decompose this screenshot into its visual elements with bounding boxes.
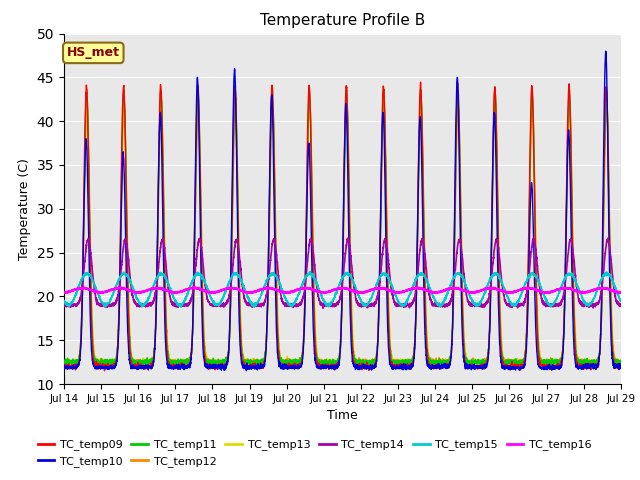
TC_temp11: [397, 360, 404, 365]
TC_temp09: [180, 363, 188, 369]
TC_temp13: [178, 364, 186, 370]
TC_temp14: [179, 302, 187, 308]
TC_temp11: [215, 364, 223, 370]
TC_temp10: [179, 364, 187, 370]
TC_temp16: [60, 289, 68, 295]
TC_temp14: [397, 302, 404, 308]
Line: TC_temp13: TC_temp13: [64, 106, 621, 367]
TC_temp11: [617, 359, 625, 365]
TC_temp13: [60, 360, 68, 365]
Y-axis label: Temperature (C): Temperature (C): [18, 158, 31, 260]
TC_temp14: [407, 302, 415, 308]
TC_temp14: [617, 303, 625, 309]
TC_temp16: [616, 290, 623, 296]
TC_temp09: [617, 363, 625, 369]
TC_temp14: [319, 305, 327, 311]
TC_temp12: [397, 359, 404, 364]
TC_temp11: [216, 359, 223, 364]
TC_temp15: [564, 271, 572, 276]
TC_temp16: [179, 288, 187, 294]
TC_temp16: [397, 289, 404, 295]
Line: TC_temp16: TC_temp16: [64, 288, 621, 293]
TC_temp14: [617, 301, 625, 307]
TC_temp14: [564, 251, 572, 256]
TC_temp10: [617, 366, 625, 372]
TC_temp12: [564, 122, 572, 128]
TC_temp16: [617, 289, 625, 295]
TC_temp14: [60, 302, 68, 308]
TC_temp09: [397, 363, 404, 369]
TC_temp16: [216, 288, 223, 294]
TC_temp12: [207, 363, 214, 369]
TC_temp15: [397, 302, 404, 308]
TC_temp09: [564, 95, 572, 101]
Line: TC_temp15: TC_temp15: [64, 272, 621, 307]
TC_temp10: [617, 361, 625, 367]
TC_temp10: [602, 48, 610, 54]
TC_temp11: [60, 359, 68, 365]
TC_temp15: [60, 298, 68, 303]
TC_temp16: [414, 285, 422, 290]
TC_temp13: [180, 360, 188, 366]
Text: HS_met: HS_met: [67, 47, 120, 60]
TC_temp15: [617, 299, 625, 304]
TC_temp10: [397, 365, 404, 371]
TC_temp15: [179, 300, 187, 305]
TC_temp09: [100, 368, 108, 373]
TC_temp14: [344, 235, 352, 241]
TC_temp12: [216, 359, 223, 365]
TC_temp15: [306, 269, 314, 275]
TC_temp16: [564, 286, 572, 291]
TC_temp11: [617, 358, 625, 363]
TC_temp13: [397, 356, 404, 362]
TC_temp09: [60, 363, 68, 369]
TC_temp11: [179, 359, 187, 364]
TC_temp12: [60, 360, 68, 366]
TC_temp13: [617, 358, 625, 364]
TC_temp09: [417, 79, 424, 85]
TC_temp13: [617, 361, 625, 367]
Line: TC_temp14: TC_temp14: [64, 238, 621, 308]
TC_temp12: [407, 360, 415, 365]
Line: TC_temp10: TC_temp10: [64, 51, 621, 371]
TC_temp12: [617, 359, 625, 365]
TC_temp13: [216, 360, 223, 365]
Line: TC_temp11: TC_temp11: [64, 88, 621, 367]
TC_temp10: [406, 364, 414, 370]
TC_temp10: [60, 365, 68, 371]
TC_temp15: [617, 298, 625, 304]
TC_temp10: [564, 137, 572, 143]
TC_temp10: [243, 368, 250, 373]
TC_temp13: [564, 133, 572, 139]
Line: TC_temp12: TC_temp12: [64, 97, 621, 366]
Line: TC_temp09: TC_temp09: [64, 82, 621, 371]
TC_temp15: [216, 301, 223, 307]
TC_temp16: [406, 286, 414, 292]
X-axis label: Time: Time: [327, 409, 358, 422]
TC_temp11: [407, 360, 415, 365]
Title: Temperature Profile B: Temperature Profile B: [260, 13, 425, 28]
TC_temp10: [216, 364, 223, 370]
TC_temp14: [216, 301, 223, 307]
TC_temp09: [617, 364, 625, 370]
TC_temp15: [250, 304, 258, 310]
TC_temp13: [406, 359, 414, 365]
TC_temp12: [180, 360, 188, 366]
TC_temp13: [529, 103, 536, 109]
TC_temp11: [232, 85, 239, 91]
TC_temp09: [216, 362, 223, 368]
TC_temp09: [406, 363, 414, 369]
TC_temp15: [407, 289, 415, 295]
TC_temp11: [564, 105, 572, 111]
Legend: TC_temp09, TC_temp10, TC_temp11, TC_temp12, TC_temp13, TC_temp14, TC_temp15, TC_: TC_temp09, TC_temp10, TC_temp11, TC_temp…: [33, 435, 596, 471]
TC_temp12: [83, 95, 91, 100]
TC_temp12: [617, 359, 625, 365]
TC_temp16: [617, 289, 625, 295]
